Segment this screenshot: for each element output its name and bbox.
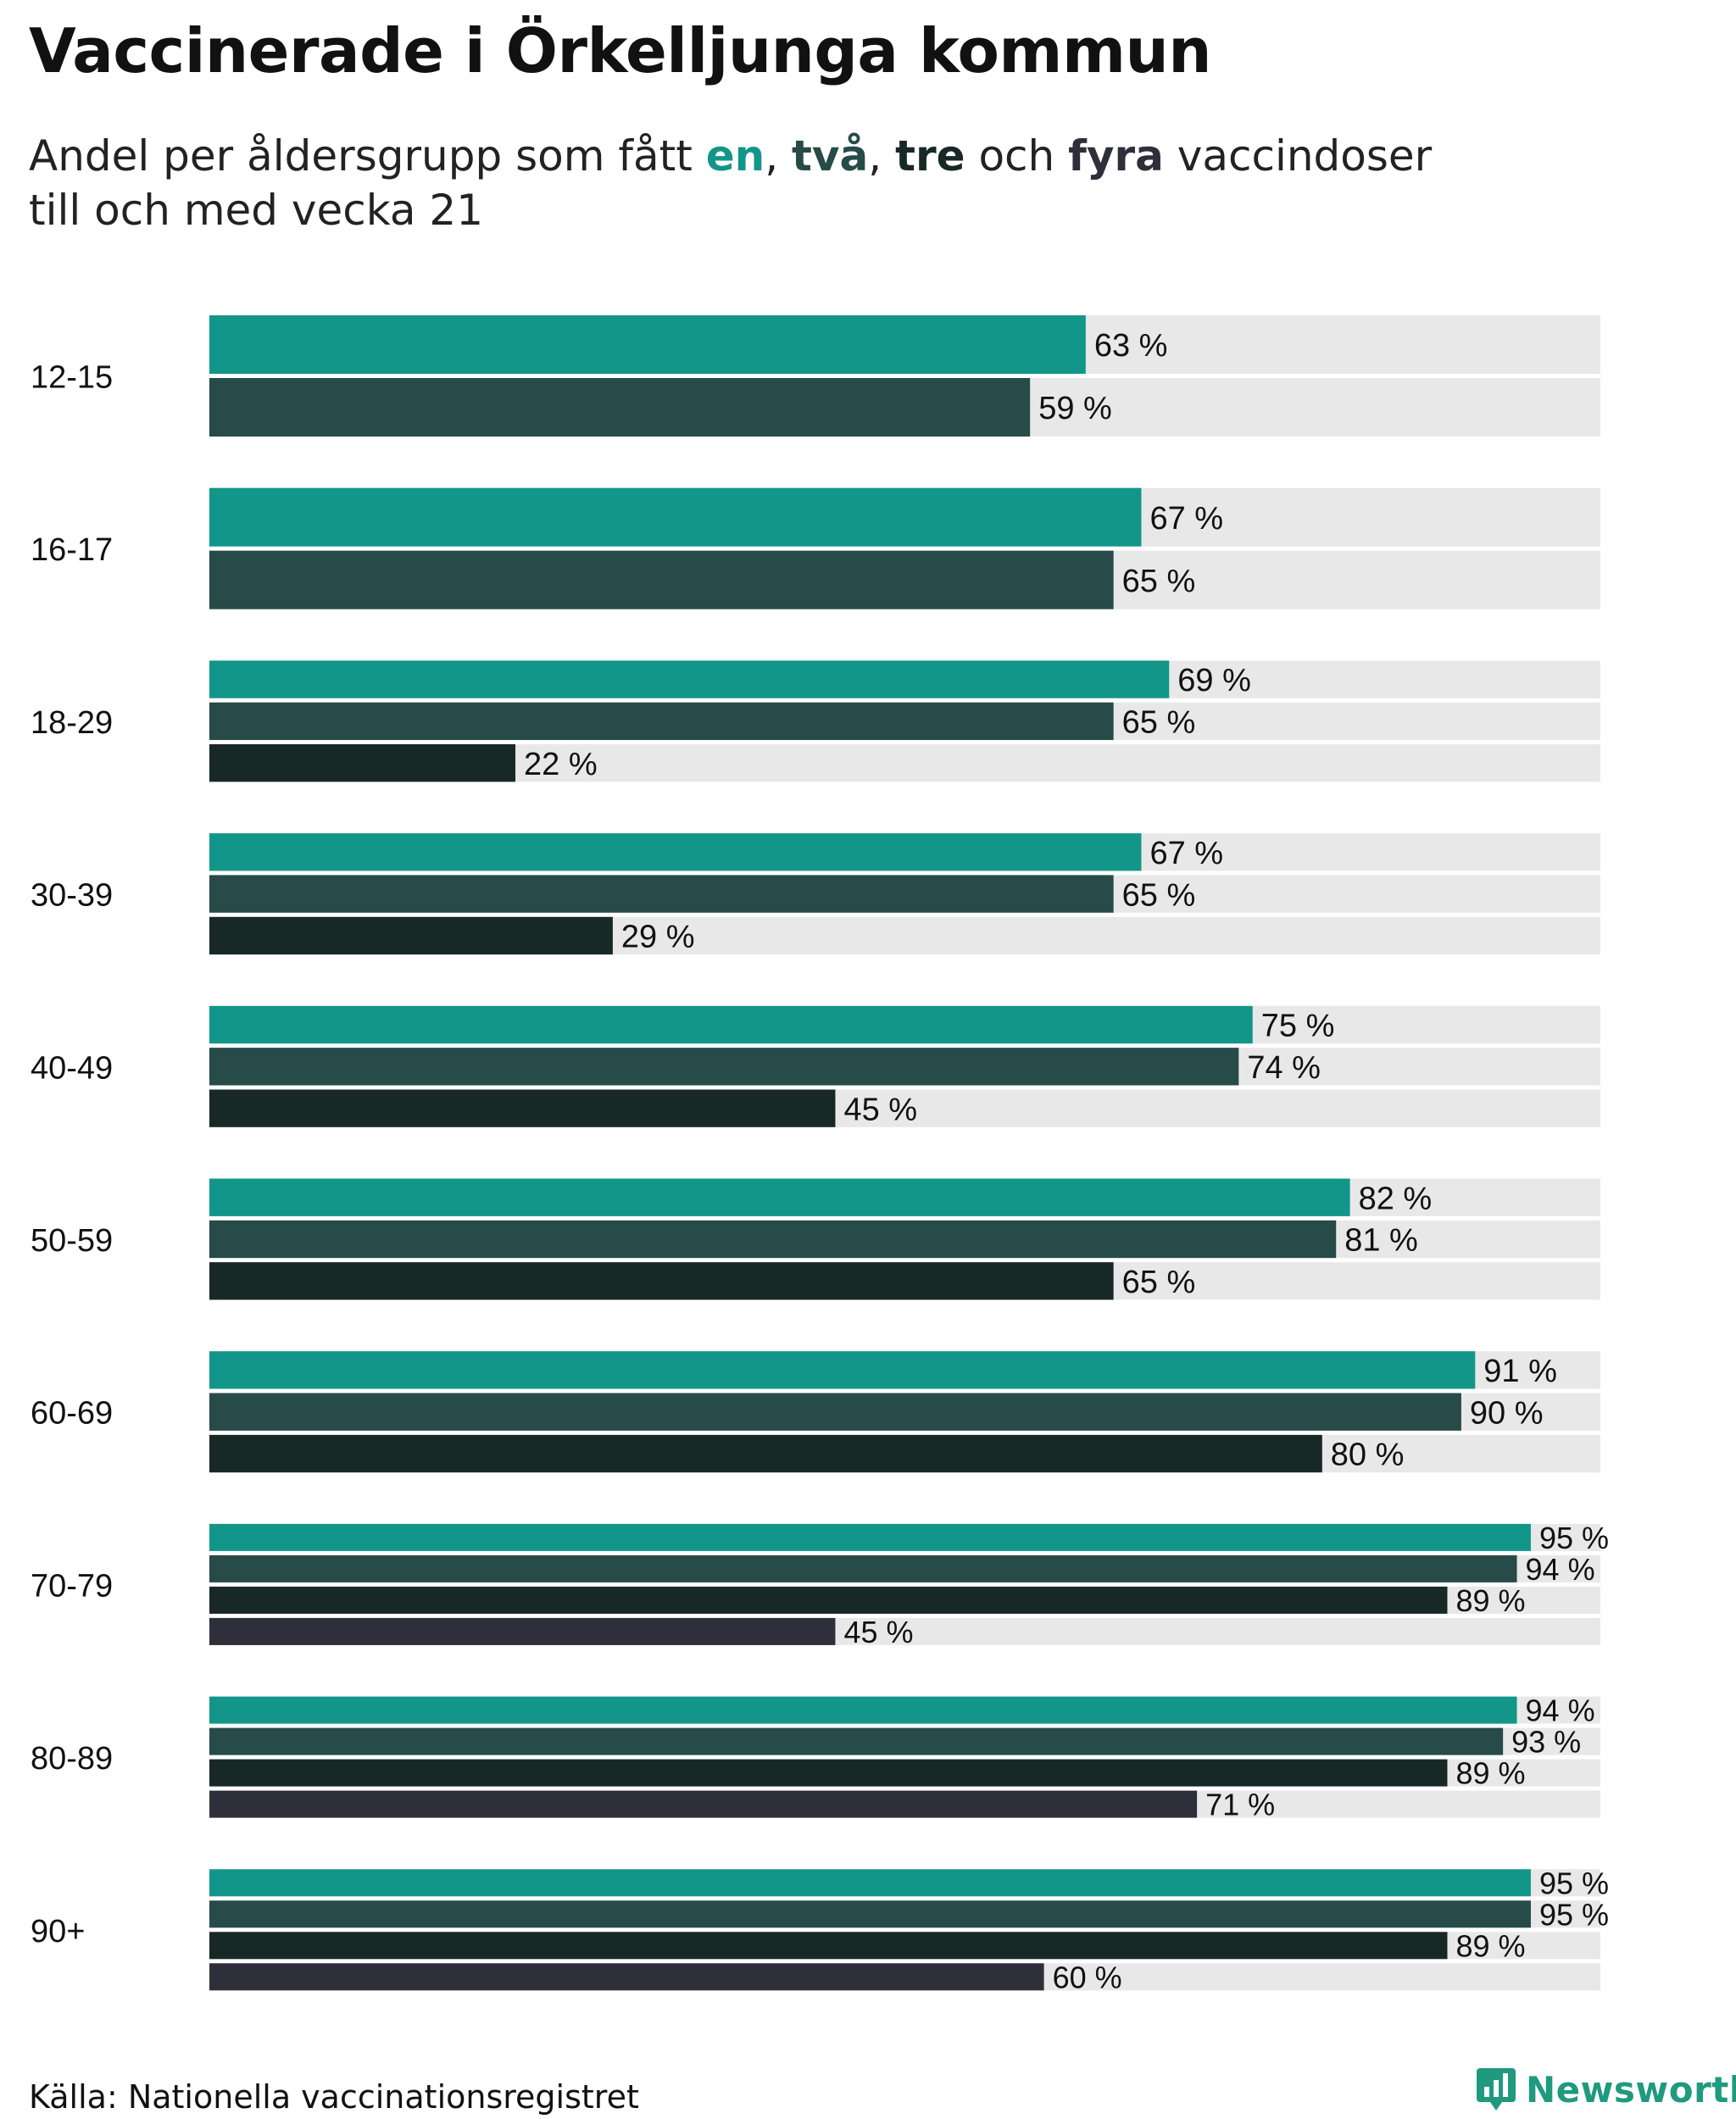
bar — [209, 1586, 1448, 1614]
bar — [209, 487, 1142, 547]
bar — [209, 1220, 1337, 1259]
data-label: 81 % — [1344, 1223, 1418, 1259]
data-label: 94 % — [1526, 1552, 1595, 1587]
bar — [209, 1434, 1322, 1473]
bar — [209, 1089, 836, 1127]
data-label: 89 % — [1455, 1583, 1525, 1618]
data-label: 95 % — [1539, 1897, 1609, 1932]
data-label: 59 % — [1038, 391, 1112, 426]
data-label: 94 % — [1526, 1694, 1595, 1728]
data-label: 82 % — [1359, 1181, 1433, 1216]
subtitle-dose-tva: två — [792, 131, 869, 181]
data-label: 45 % — [843, 1092, 917, 1127]
data-label: 63 % — [1094, 328, 1168, 364]
bar — [209, 1696, 1517, 1724]
subtitle-text-2: och — [965, 131, 1069, 181]
data-label: 75 % — [1261, 1009, 1335, 1044]
bar — [209, 1963, 1044, 1991]
brand-name: Newsworthy — [1526, 2068, 1736, 2111]
category-label: 16-17 — [31, 532, 113, 568]
bar — [209, 1351, 1476, 1389]
bar — [209, 1262, 1114, 1300]
brand-logo: Newsworthy — [1477, 2066, 1736, 2112]
category-label: 50-59 — [31, 1223, 113, 1259]
category-label: 90+ — [31, 1914, 85, 1949]
data-label: 22 % — [524, 747, 598, 782]
bar — [209, 916, 613, 955]
data-label: 45 % — [843, 1615, 913, 1649]
subtitle-dose-en: en — [705, 131, 765, 181]
bar — [209, 660, 1170, 698]
category-label: 40-49 — [31, 1050, 113, 1086]
category-label: 80-89 — [31, 1741, 113, 1777]
data-label: 65 % — [1122, 705, 1196, 741]
data-label: 71 % — [1205, 1788, 1275, 1822]
category-label: 60-69 — [31, 1396, 113, 1432]
bar — [209, 744, 516, 782]
bar — [209, 702, 1114, 741]
data-label: 91 % — [1483, 1354, 1557, 1389]
data-label: 67 % — [1149, 501, 1223, 537]
bar — [209, 1178, 1350, 1216]
bar — [209, 1005, 1253, 1044]
source-note: Källa: Nationella vaccinationsregistret — [29, 2078, 639, 2116]
bar — [209, 315, 1086, 374]
data-label: 65 % — [1122, 564, 1196, 599]
bar — [209, 1048, 1239, 1086]
subtitle-sep-2: , — [868, 131, 896, 181]
data-label: 29 % — [621, 920, 695, 955]
data-label: 93 % — [1511, 1725, 1581, 1760]
bar — [209, 1932, 1448, 1960]
bar — [209, 833, 1142, 871]
bar — [209, 1554, 1517, 1582]
bar — [209, 875, 1114, 913]
data-label: 69 % — [1177, 663, 1251, 698]
bar-chart: 12-15 63 % 59 % 16-17 67 % 65 % 18-29 69 % 65 % 2… — [31, 315, 1609, 1994]
bar — [209, 1523, 1531, 1551]
subtitle-line-1: Andel per åldersgrupp som fått en, två, … — [29, 129, 1639, 183]
data-label: 95 % — [1539, 1521, 1609, 1555]
bar — [209, 1759, 1448, 1787]
chart-subtitle: Andel per åldersgrupp som fått en, två, … — [29, 129, 1639, 237]
category-label: 70-79 — [31, 1568, 113, 1604]
bar — [209, 1617, 836, 1645]
bar — [209, 1869, 1531, 1897]
data-label: 90 % — [1470, 1395, 1544, 1431]
data-label: 65 % — [1122, 877, 1196, 913]
subtitle-text-3: vaccindoser — [1163, 131, 1433, 181]
subtitle-sep-1: , — [765, 131, 793, 181]
subtitle-text-1: Andel per åldersgrupp som fått — [29, 131, 706, 181]
bar — [209, 1900, 1531, 1928]
category-label: 30-39 — [31, 878, 113, 914]
bar — [209, 1393, 1461, 1431]
data-label: 74 % — [1247, 1050, 1321, 1086]
subtitle-dose-tre: tre — [895, 131, 965, 181]
data-label: 65 % — [1122, 1265, 1196, 1300]
data-label: 60 % — [1053, 1960, 1122, 1994]
category-label: 12-15 — [31, 360, 113, 396]
data-label: 95 % — [1539, 1866, 1609, 1900]
bar — [209, 550, 1114, 609]
newsworthy-logo-icon — [1477, 2068, 1516, 2111]
bar — [209, 378, 1031, 437]
subtitle-dose-fyra: fyra — [1068, 131, 1164, 181]
chart-title: Vaccinerade i Örkelljunga kommun — [29, 15, 1212, 86]
data-label: 80 % — [1331, 1438, 1405, 1473]
data-label: 89 % — [1455, 1928, 1525, 1963]
data-label: 89 % — [1455, 1756, 1525, 1791]
data-label: 67 % — [1149, 836, 1223, 871]
subtitle-line-2: till och med vecka 21 — [29, 186, 484, 235]
bar — [209, 1727, 1504, 1755]
bar — [209, 1790, 1198, 1818]
category-label: 18-29 — [31, 705, 113, 741]
